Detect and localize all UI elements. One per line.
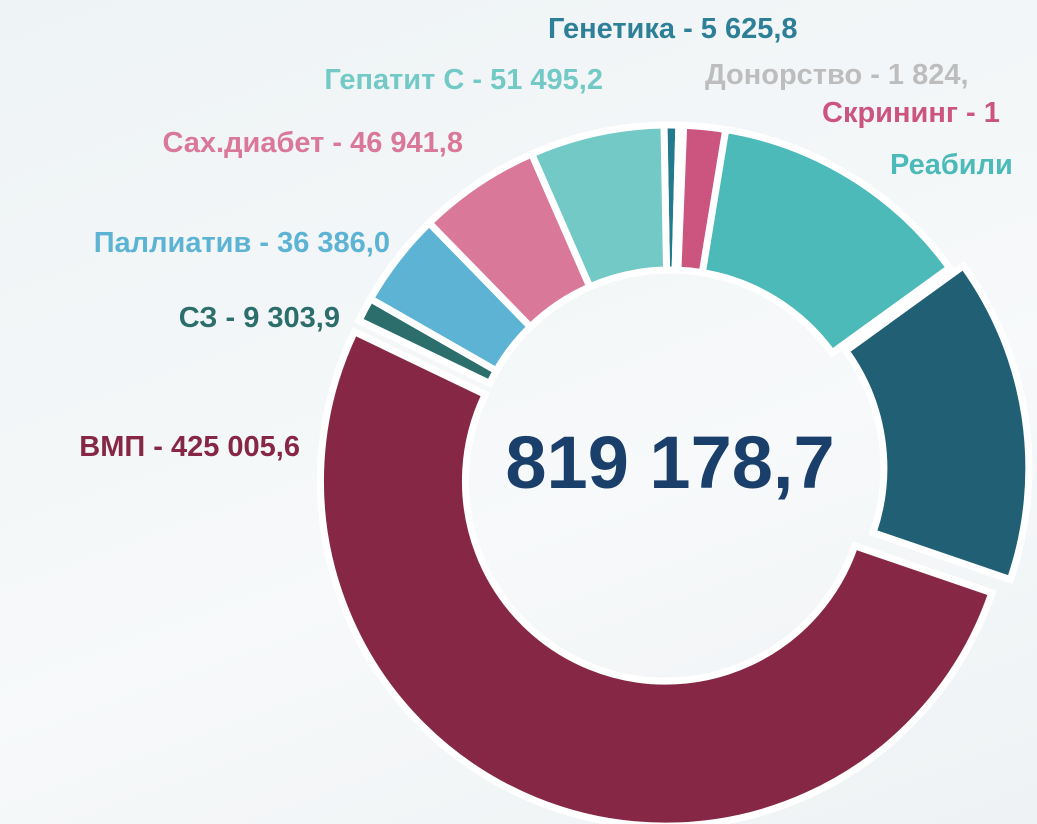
slice-label: ВМП - 425 005,6 (79, 431, 300, 463)
donut-slice (698, 125, 955, 358)
slice-label: Гепатит С - 51 495,2 (324, 64, 603, 96)
slice-label: Скрининг - 1 (822, 97, 1000, 129)
slice-label: Паллиатив - 36 386,0 (94, 227, 390, 259)
donut-slice (316, 327, 997, 824)
donut-slice (527, 121, 671, 292)
center-total: 819 178,7 (505, 421, 834, 504)
donut-slice (841, 260, 1033, 585)
slice-label: Реабили (890, 149, 1013, 181)
slice-label: Генетика - 5 625,8 (548, 13, 798, 45)
slice-label: Донорство - 1 824, (705, 59, 969, 91)
slice-label: СЗ - 9 303,9 (179, 302, 340, 334)
slice-label: Сах.диабет - 46 941,8 (163, 127, 464, 159)
